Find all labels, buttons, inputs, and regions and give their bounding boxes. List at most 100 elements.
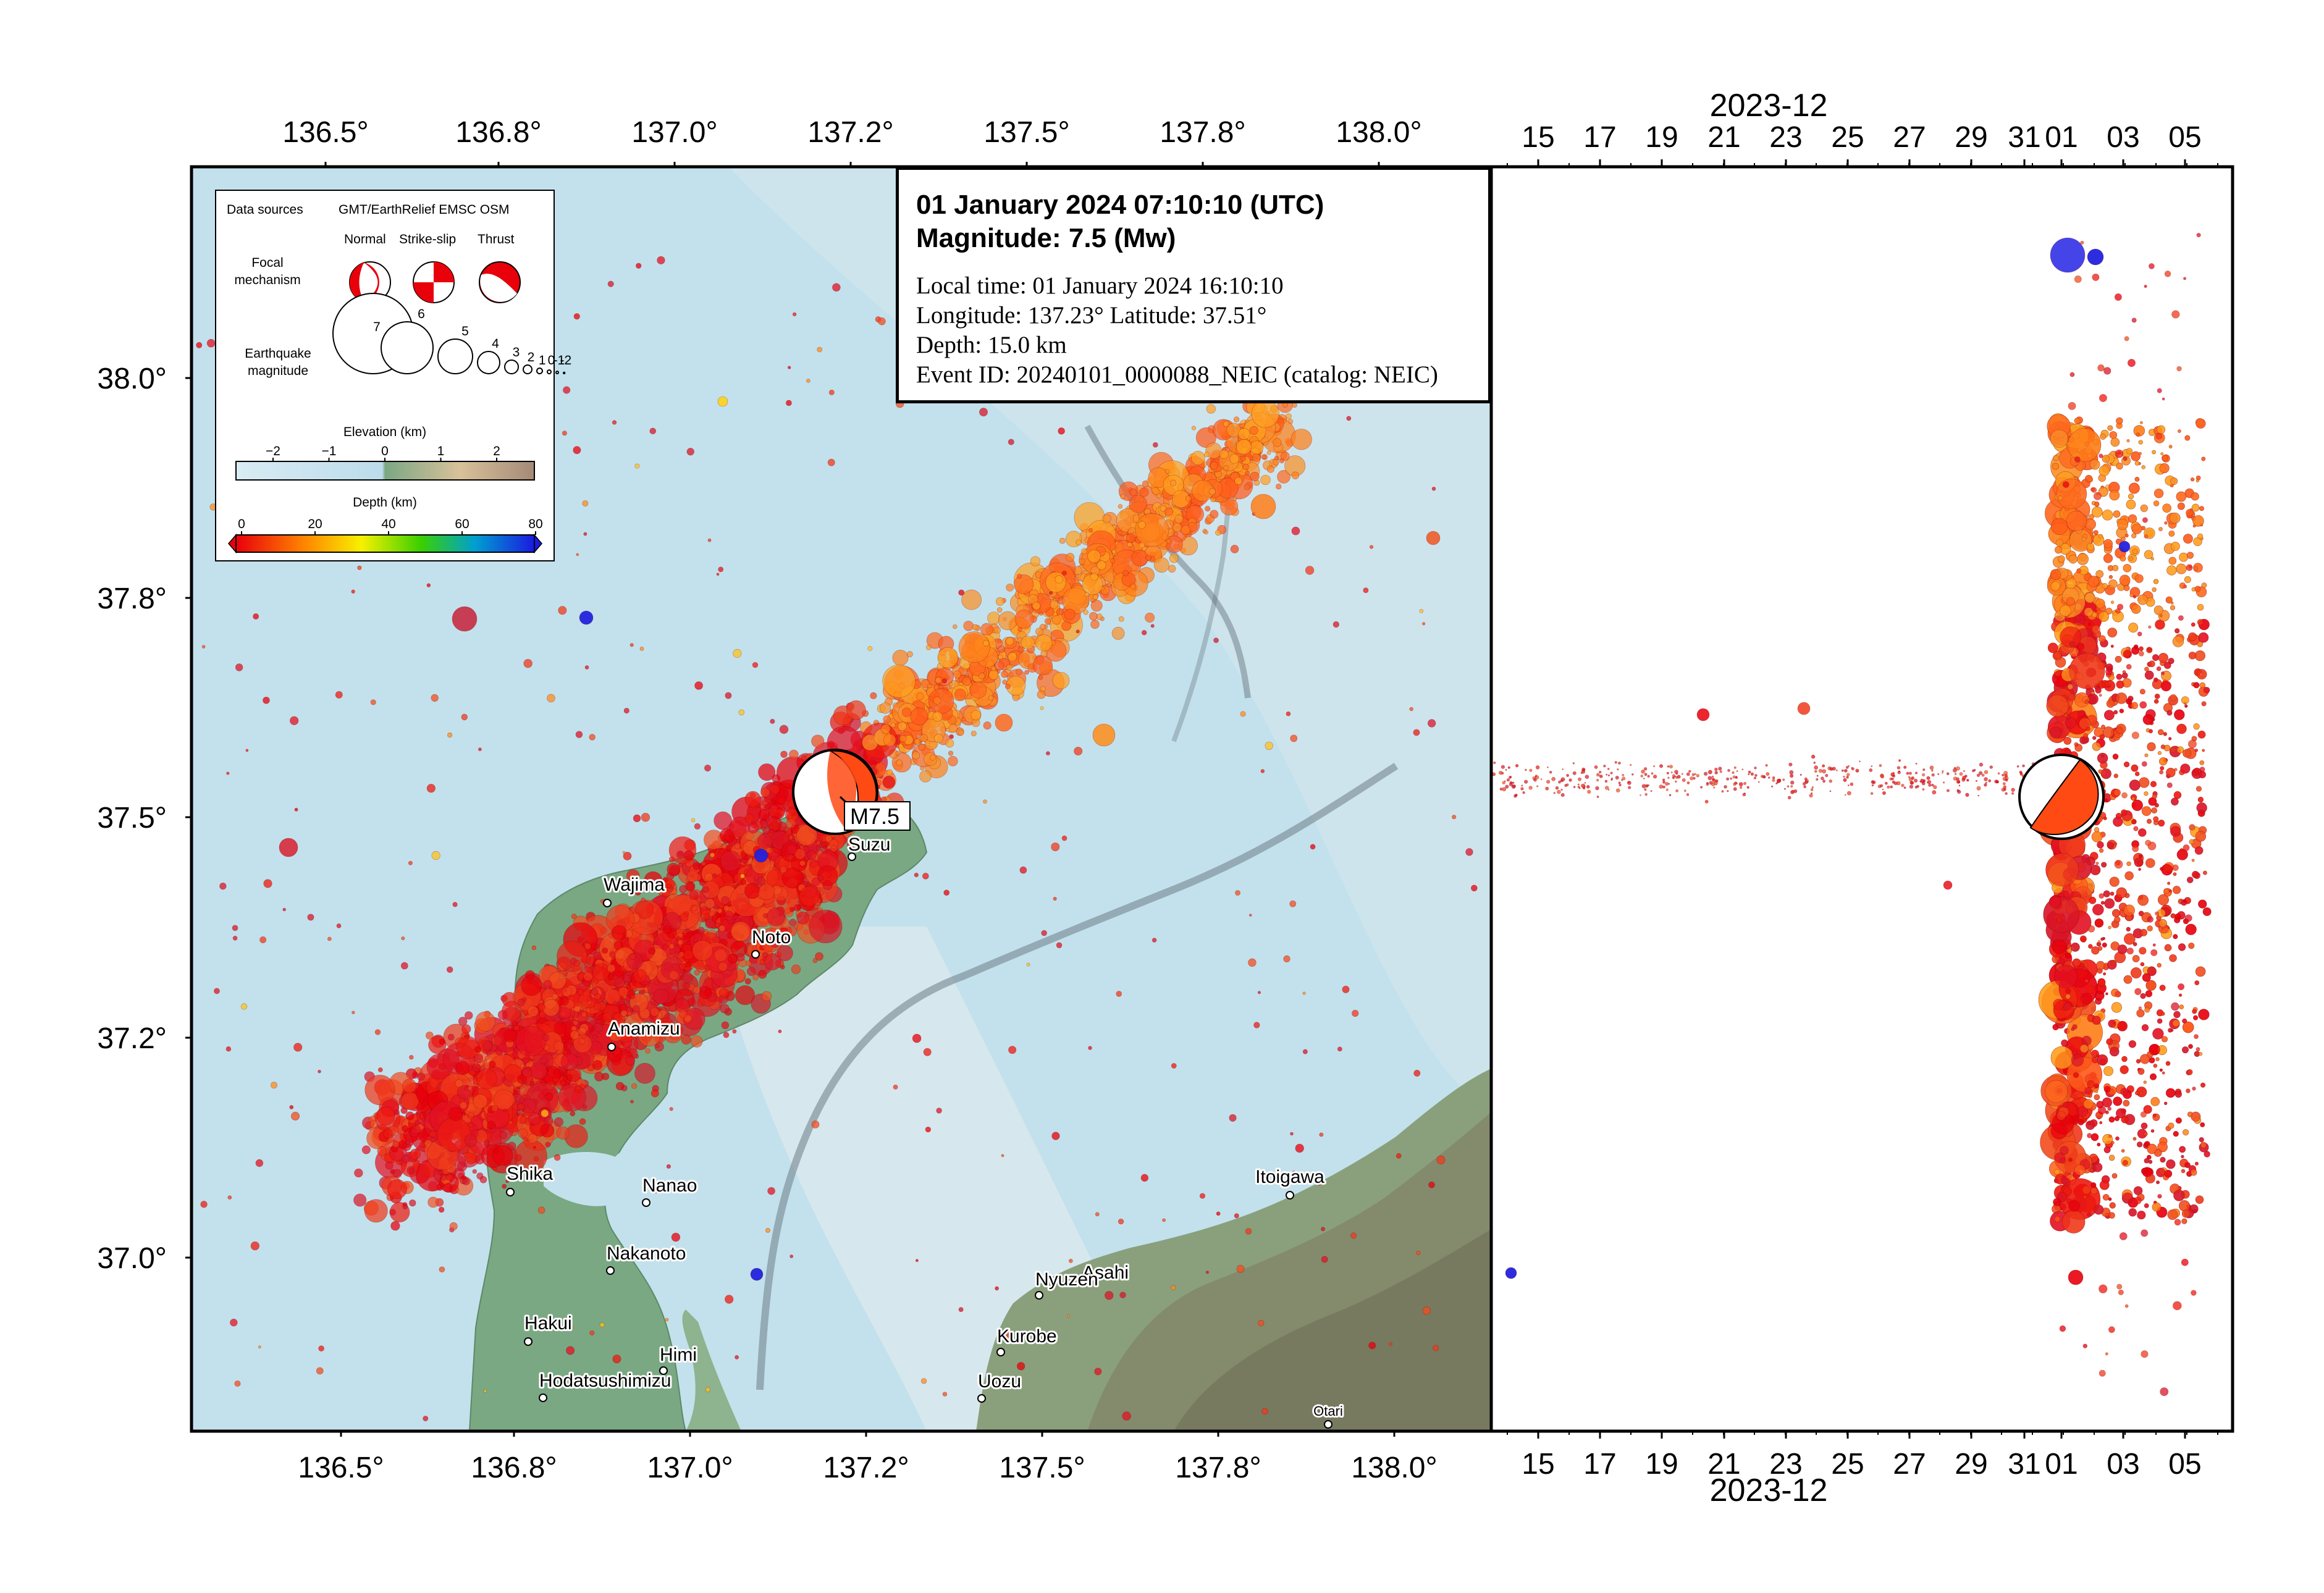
- earthquake-dot: [1735, 776, 1738, 778]
- earthquake-dot: [1129, 488, 1137, 496]
- earthquake-dot: [1652, 775, 1657, 779]
- earthquake-dot: [993, 626, 1001, 634]
- earthquake-dot: [1803, 785, 1806, 789]
- earthquake-dot: [1139, 487, 1149, 497]
- earthquake-dot: [958, 1307, 964, 1313]
- earthquake-dot: [1521, 784, 1523, 787]
- earthquake-dot: [584, 665, 589, 670]
- earthquake-dot: [721, 1021, 730, 1030]
- earthquake-dot: [428, 1181, 438, 1192]
- earthquake-dot: [1505, 784, 1509, 789]
- earthquake-dot: [271, 1082, 277, 1089]
- earthquake-dot: [1630, 763, 1632, 766]
- earthquake-dot: [693, 986, 701, 994]
- earthquake-dot: [1234, 1213, 1239, 1219]
- earthquake-dot: [1618, 781, 1621, 784]
- earthquake-dot: [589, 734, 596, 741]
- earthquake-dot: [1160, 505, 1166, 512]
- earthquake-dot: [575, 731, 583, 738]
- earthquake-dot: [703, 912, 710, 920]
- earthquake-dot: [547, 694, 555, 703]
- earthquake-dot: [778, 1029, 782, 1033]
- earthquake-dot: [1594, 765, 1598, 769]
- earthquake-dot: [426, 583, 431, 587]
- earthquake-dot: [497, 1010, 508, 1020]
- earthquake-dot: [1984, 770, 1989, 775]
- earthquake-dot: [720, 851, 741, 872]
- earthquake-dot: [746, 967, 756, 977]
- earthquake-dot: [983, 721, 991, 730]
- earthquake-dot: [1682, 778, 1686, 782]
- earthquake-dot: [589, 1330, 595, 1335]
- earthquake-dot: [623, 707, 629, 714]
- noto-island-channel: [612, 1142, 680, 1194]
- earthquake-dot: [766, 907, 785, 927]
- earthquake-dot: [1984, 777, 1988, 781]
- earthquake-dot: [1342, 985, 1350, 993]
- earthquake-dot: [1850, 782, 1854, 786]
- earthquake-dot: [1242, 463, 1249, 471]
- earthquake-dot: [1261, 454, 1266, 460]
- earthquake-dot: [544, 1092, 554, 1101]
- earthquake-dot: [1173, 523, 1182, 532]
- earthquake-dot: [316, 1367, 324, 1375]
- earthquake-dot: [1804, 780, 1809, 784]
- earthquake-dot: [1021, 636, 1035, 650]
- earthquake-dot: [1560, 777, 1565, 782]
- earthquake-dot: [812, 958, 818, 964]
- earthquake-dot: [1030, 556, 1041, 566]
- earthquake-dot: [1763, 776, 1766, 779]
- earthquake-dot: [710, 852, 715, 858]
- earthquake-dot: [503, 1029, 517, 1043]
- earthquake-dot: [392, 1141, 400, 1148]
- earthquake-dot: [612, 1355, 621, 1364]
- earthquake-dot: [1273, 438, 1282, 447]
- earthquake-dot: [1511, 784, 1516, 789]
- earthquake-dot: [1097, 560, 1106, 570]
- earthquake-dot: [1498, 770, 1503, 775]
- earthquake-dot: [1787, 796, 1791, 800]
- earthquake-dot: [491, 1105, 499, 1112]
- earthquake-dot: [1644, 773, 1648, 776]
- earthquake-dot: [1087, 549, 1101, 563]
- earthquake-dot: [1711, 775, 1714, 778]
- earthquake-dot: [1064, 608, 1076, 620]
- earthquake-dot: [394, 1109, 400, 1116]
- earthquake-dot: [431, 851, 440, 860]
- earthquake-dot: [426, 1032, 434, 1040]
- earthquake-dot: [446, 966, 453, 973]
- earthquake-dot: [482, 1040, 493, 1051]
- earthquake-dot: [327, 936, 332, 941]
- earthquake-dot: [1507, 766, 1510, 769]
- earthquake-dot: [701, 861, 706, 867]
- earthquake-dot: [1502, 781, 1505, 784]
- earthquake-dot: [409, 1054, 414, 1060]
- earthquake-dot: [1396, 1153, 1402, 1159]
- earthquake-dot: [1965, 792, 1969, 797]
- earthquake-dot: [667, 883, 672, 888]
- earthquake-dot: [1305, 566, 1315, 575]
- earthquake-dot: [1508, 776, 1512, 779]
- earthquake-dot: [573, 313, 580, 320]
- earthquake-dot: [1560, 792, 1565, 797]
- earthquake-dot: [293, 1043, 303, 1052]
- earthquake-dot: [816, 890, 820, 895]
- earthquake-dot: [1433, 1345, 1439, 1351]
- earthquake-dot: [474, 1046, 481, 1053]
- earthquake-dot: [1240, 711, 1246, 717]
- earthquake-dot: [1975, 780, 1978, 782]
- earthquake-dot: [961, 589, 982, 610]
- earthquake-dot: [629, 953, 636, 960]
- earthquake-dot: [1074, 747, 1083, 756]
- earthquake-dot: [1686, 781, 1690, 784]
- earthquake-dot: [767, 1187, 775, 1195]
- earthquake-dot: [417, 1072, 426, 1081]
- earthquake-dot: [400, 962, 408, 970]
- earthquake-dot: [1707, 770, 1712, 775]
- earthquake-dot: [1040, 706, 1044, 710]
- earthquake-dot: [401, 1154, 410, 1164]
- earthquake-dot: [1667, 776, 1670, 779]
- earthquake-dot: [502, 1183, 507, 1189]
- earthquake-dot: [1738, 782, 1743, 787]
- earthquake-dot: [361, 1145, 371, 1154]
